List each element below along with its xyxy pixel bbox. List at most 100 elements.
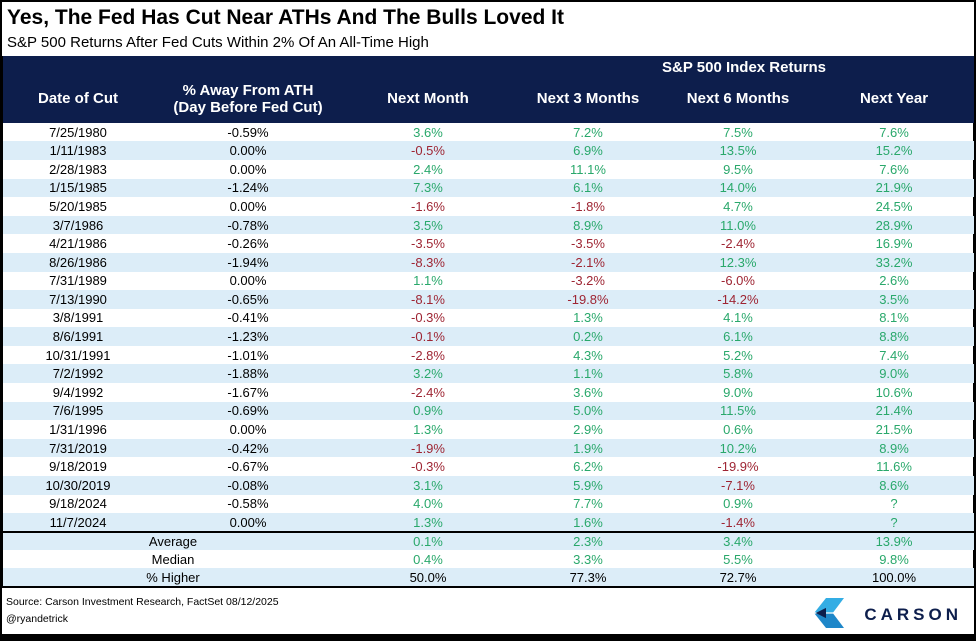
column-header-row: Date of Cut% Away From ATH (Day Before Fe… (3, 79, 974, 123)
date-cell: 8/6/1991 (52, 329, 104, 345)
group-header-spacer (3, 55, 513, 80)
source-block: Source: Carson Investment Research, Fact… (6, 594, 279, 628)
return-cell: 1.1% (573, 366, 603, 382)
summary-value: 0.4% (413, 551, 443, 567)
return-cell: -3.5% (411, 236, 445, 252)
return-cell: -2.1% (571, 254, 605, 270)
return-cell: -8.3% (411, 254, 445, 270)
return-cell: 6.1% (573, 180, 603, 196)
table-row: 1/11/1983 0.00% -0.5% 6.9% 13.5% 15.2% (3, 141, 974, 160)
pct-away-cell: -0.67% (227, 459, 269, 475)
table-row: 1/15/1985 -1.24% 7.3% 6.1% 14.0% 21.9% (3, 178, 974, 198)
return-cell: 4.3% (573, 347, 603, 363)
table-row: 3/8/1991 -0.41% -0.3% 1.3% 4.1% 8.1% (3, 309, 974, 328)
return-cell: 6.9% (573, 143, 603, 159)
return-cell: -0.5% (411, 143, 445, 159)
title-block: Yes, The Fed Has Cut Near ATHs And The B… (2, 2, 974, 53)
table-row: 9/18/2019 -0.67% -0.3% 6.2% -19.9% 11.6% (3, 457, 974, 476)
table-row: 7/2/1992 -1.88% 3.2% 1.1% 5.8% 9.0% (3, 364, 974, 384)
pct-away-cell: -0.08% (227, 477, 269, 493)
return-cell: ? (890, 514, 898, 530)
return-cell: 3.6% (573, 384, 603, 400)
date-cell: 7/2/1992 (52, 366, 104, 382)
return-cell: -0.3% (411, 310, 445, 326)
return-cell: 16.9% (875, 236, 913, 252)
return-cell: -3.5% (571, 236, 605, 252)
pct-away-cell: -0.58% (227, 496, 269, 512)
return-cell: 5.2% (723, 347, 753, 363)
return-cell: 1.9% (573, 440, 603, 456)
return-cell: 3.5% (413, 217, 443, 233)
return-cell: 3.1% (413, 477, 443, 493)
table-row: 5/20/1985 0.00% -1.6% -1.8% 4.7% 24.5% (3, 197, 974, 216)
pct-away-cell: -0.65% (227, 291, 269, 307)
return-cell: 0.2% (573, 329, 603, 345)
return-cell: 8.9% (573, 217, 603, 233)
author-handle: @ryandetrick (6, 612, 69, 625)
pct-away-cell: -1.01% (227, 347, 269, 363)
summary-value: 3.3% (573, 551, 603, 567)
return-cell: 7.7% (573, 496, 603, 512)
table-header: S&P 500 Index Returns Date of Cut% Away … (3, 55, 974, 123)
pct-away-cell: 0.00% (229, 198, 267, 214)
summary-value: 77.3% (513, 568, 663, 588)
date-cell: 4/21/1986 (49, 236, 107, 252)
bottom-border-strip (2, 634, 974, 639)
return-cell: 21.9% (875, 180, 913, 196)
return-cell: -2.4% (721, 236, 755, 252)
table-row: 7/31/2019 -0.42% -1.9% 1.9% 10.2% 8.9% (3, 438, 974, 458)
return-cell: 1.3% (413, 514, 443, 530)
group-header-label: S&P 500 Index Returns (513, 55, 974, 80)
page-subtitle: S&P 500 Returns After Fed Cuts Within 2%… (7, 34, 429, 52)
return-cell: 9.5% (723, 161, 753, 177)
pct-away-cell: 0.00% (229, 161, 267, 177)
table-row: 7/25/1980 -0.59% 3.6% 7.2% 7.5% 7.6% (3, 123, 974, 142)
return-cell: -19.8% (567, 291, 609, 307)
return-cell: 8.9% (879, 440, 909, 456)
table-row: 3/7/1986 -0.78% 3.5% 8.9% 11.0% 28.9% (3, 215, 974, 235)
return-cell: -0.3% (411, 459, 445, 475)
pct-away-cell: 0.00% (229, 273, 267, 289)
return-cell: 14.0% (719, 180, 757, 196)
return-cell: 5.8% (723, 366, 753, 382)
carson-chevron-icon (808, 597, 850, 633)
table-row: 4/21/1986 -0.26% -3.5% -3.5% -2.4% 16.9% (3, 234, 974, 253)
return-cell: 0.6% (723, 422, 753, 438)
pct-away-cell: -1.94% (227, 254, 269, 270)
return-cell: -2.8% (411, 347, 445, 363)
summary-value: 13.9% (813, 530, 974, 551)
date-cell: 9/4/1992 (52, 384, 104, 400)
returns-table: S&P 500 Index Returns Date of Cut% Away … (3, 55, 974, 588)
summary-value: 100.0% (813, 568, 974, 588)
summary-label: Median (151, 551, 195, 567)
return-cell: 11.5% (720, 403, 756, 419)
return-cell: 9.0% (723, 384, 753, 400)
return-cell: 1.3% (573, 310, 603, 326)
date-cell: 11/7/2024 (49, 514, 107, 530)
return-cell: -1.9% (411, 440, 445, 456)
pct-away-cell: -0.59% (227, 124, 269, 140)
summary-label: % Higher (3, 568, 343, 588)
return-cell: 4.7% (723, 198, 753, 214)
summary-row: Median 0.4% 3.3% 5.5% 9.8% (3, 550, 974, 568)
return-cell: -1.6% (411, 198, 445, 214)
table-row: 9/18/2024 -0.58% 4.0% 7.7% 0.9%? (3, 495, 974, 514)
return-cell: 2.4% (413, 161, 443, 177)
pct-away-cell: -0.78% (227, 217, 269, 233)
return-cell: 2.9% (573, 422, 603, 438)
return-cell: 11.6% (876, 459, 912, 475)
return-cell: 7.4% (879, 347, 909, 363)
date-cell: 7/25/1980 (49, 124, 107, 140)
summary-row: Average 0.1% 2.3% 3.4% 13.9% (3, 530, 974, 551)
table-row: 8/26/1986 -1.94% -8.3% -2.1% 12.3% 33.2% (3, 252, 974, 272)
summary-value: 2.3% (513, 530, 663, 551)
group-header-row: S&P 500 Index Returns (3, 55, 974, 80)
return-cell: 6.2% (573, 459, 603, 475)
summary-label: Average (3, 530, 343, 551)
return-cell: 28.9% (875, 217, 913, 233)
footer: Source: Carson Investment Research, Fact… (2, 588, 974, 633)
table-row: 7/31/1989 0.00% 1.1% -3.2% -6.0% 2.6% (3, 272, 974, 291)
return-cell: 10.2% (719, 440, 757, 456)
summary-value: 50.0% (343, 568, 513, 588)
